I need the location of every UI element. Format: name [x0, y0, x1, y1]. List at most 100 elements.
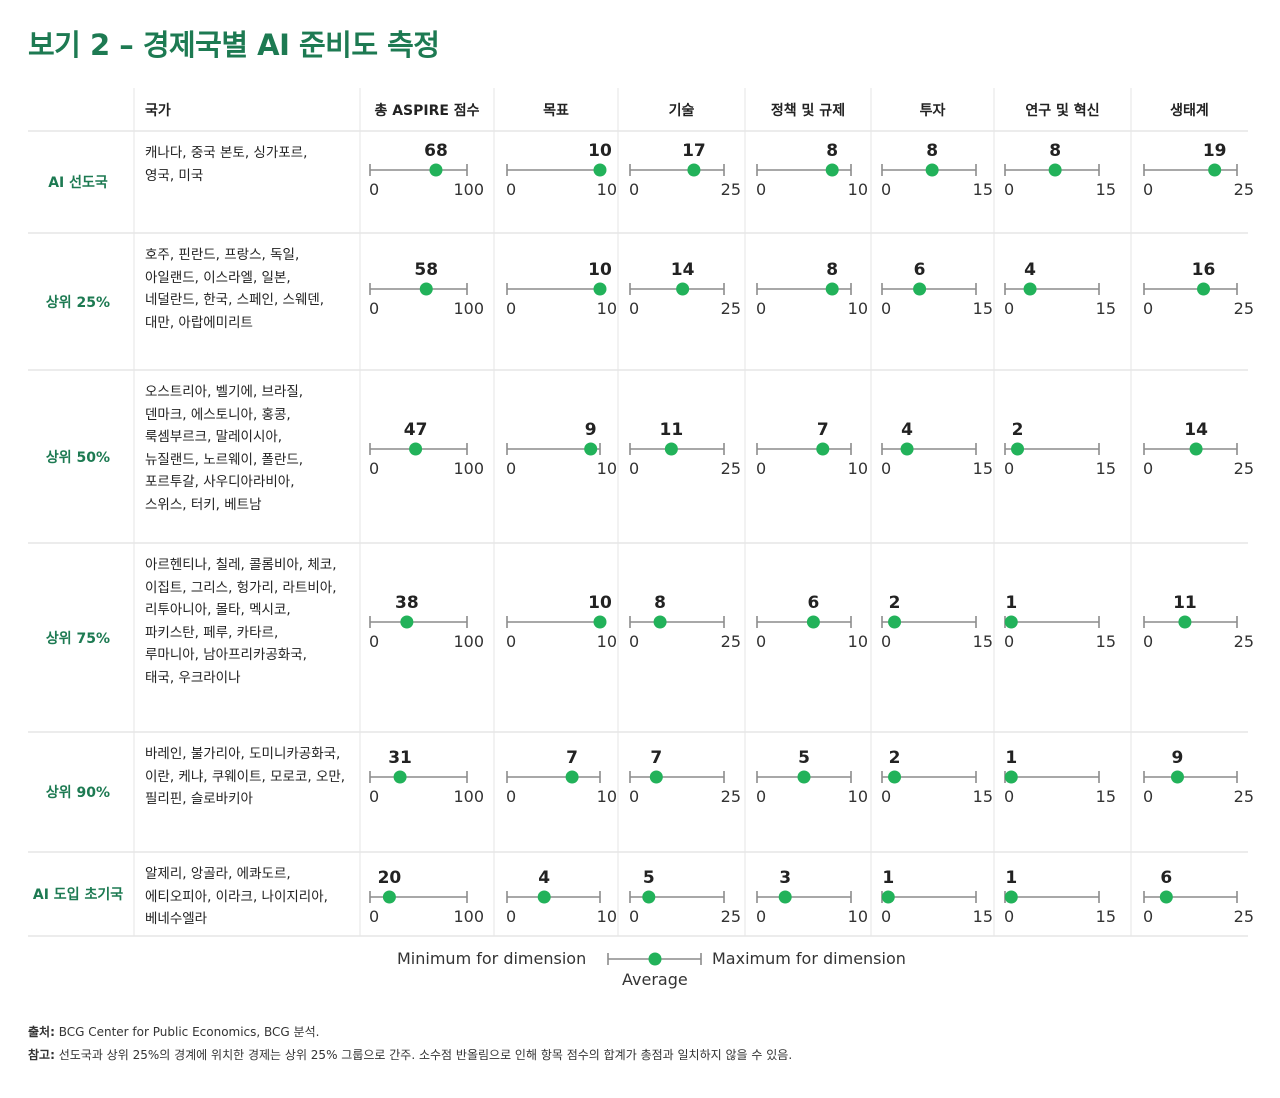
note-text: 선도국과 상위 25%의 경계에 위치한 경제는 상위 25% 그룹으로 간주.…	[54, 1048, 793, 1062]
average-dot	[1048, 163, 1062, 177]
range-min-label: 0	[1143, 907, 1153, 926]
average-dot	[1159, 890, 1173, 904]
value-label: 38	[395, 593, 419, 613]
country-line: 아르헨티나, 칠레, 콜롬비아, 체코,	[145, 557, 337, 573]
average-dot	[1189, 442, 1203, 456]
average-dot	[1004, 770, 1018, 784]
range-max-label: 10	[848, 180, 868, 199]
average-dot	[806, 615, 820, 629]
range-min-label: 0	[1004, 459, 1014, 478]
range-min-label: 0	[756, 299, 766, 318]
range-max-label: 15	[1096, 787, 1116, 806]
value-label: 47	[404, 420, 428, 440]
range-min-label: 0	[881, 632, 891, 651]
range-min-label: 0	[506, 299, 516, 318]
range-max-label: 100	[453, 787, 484, 806]
range-min-label: 0	[369, 632, 379, 651]
range-max-label: 10	[597, 907, 617, 926]
range-min-label: 0	[629, 299, 639, 318]
value-label: 2	[1012, 420, 1024, 440]
range-max-label: 10	[848, 632, 868, 651]
average-dot	[664, 442, 678, 456]
average-dot	[409, 442, 423, 456]
range-max-label: 15	[973, 632, 993, 651]
range-min-label: 0	[881, 459, 891, 478]
country-line: 이집트, 그리스, 헝가리, 라트비아,	[145, 579, 337, 596]
range-max-label: 25	[1234, 787, 1254, 806]
range-max-label: 100	[453, 632, 484, 651]
country-list: 호주, 핀란드, 프랑스, 독일, 아일랜드, 이스라엘, 일본, 네덜란드, 한국…	[145, 244, 360, 334]
range-max-label: 10	[597, 459, 617, 478]
value-label: 7	[817, 420, 829, 440]
source-note: 출처: BCG Center for Public Economics, BCG…	[28, 1023, 319, 1040]
value-label: 7	[566, 748, 578, 768]
average-dot	[1178, 615, 1192, 629]
value-label: 5	[798, 748, 810, 768]
average-dot	[687, 163, 701, 177]
range-max-label: 10	[848, 787, 868, 806]
header-dimension: 정책 및 규제	[770, 103, 846, 119]
country-line: 네덜란드, 한국, 스페인, 스웨덴,	[145, 292, 325, 308]
range-min-label: 0	[1004, 299, 1014, 318]
country-line: 루마니아, 남아프리카공화국,	[145, 647, 307, 663]
value-label: 6	[914, 260, 926, 280]
average-dot	[537, 890, 551, 904]
range-max-label: 100	[453, 907, 484, 926]
value-label: 8	[926, 141, 938, 161]
range-min-label: 0	[1004, 787, 1014, 806]
range-max-label: 10	[848, 299, 868, 318]
value-label: 11	[1173, 593, 1197, 613]
country-line: 호주, 핀란드, 프랑스, 독일,	[145, 247, 300, 263]
average-dot	[816, 442, 830, 456]
value-label: 8	[654, 593, 666, 613]
range-min-label: 0	[629, 907, 639, 926]
average-dot	[825, 282, 839, 296]
range-max-label: 25	[721, 459, 741, 478]
range-max-label: 25	[721, 180, 741, 199]
group-label: 상위 90%	[45, 785, 111, 801]
group-label: 상위 50%	[45, 449, 111, 466]
range-max-label: 25	[1234, 907, 1254, 926]
header-dimension: 연구 및 혁신	[1025, 103, 1100, 119]
range-max-label: 10	[597, 787, 617, 806]
source-label: 출처:	[28, 1025, 55, 1039]
header-dimension: 기술	[668, 103, 695, 119]
reference-note: 참고: 선도국과 상위 25%의 경계에 위치한 경제는 상위 25% 그룹으로…	[28, 1046, 792, 1063]
country-line: 캐나다, 중국 본토, 싱가포르,	[145, 145, 308, 161]
range-max-label: 25	[1234, 632, 1254, 651]
average-dot	[1023, 282, 1037, 296]
range-min-label: 0	[756, 459, 766, 478]
value-label: 4	[901, 420, 913, 440]
range-max-label: 10	[597, 632, 617, 651]
average-dot	[419, 282, 433, 296]
average-dot	[429, 163, 443, 177]
value-label: 6	[1160, 868, 1172, 888]
country-line: 아일랜드, 이스라엘, 일본,	[145, 269, 291, 286]
range-min-label: 0	[756, 907, 766, 926]
average-dot	[593, 615, 607, 629]
average-dot	[797, 770, 811, 784]
range-max-label: 15	[1096, 299, 1116, 318]
value-label: 9	[1172, 748, 1184, 768]
range-max-label: 15	[973, 787, 993, 806]
range-min-label: 0	[629, 459, 639, 478]
range-min-label: 0	[369, 787, 379, 806]
country-line: 태국, 우크라이나	[145, 669, 241, 686]
average-dot	[888, 770, 902, 784]
header-countries: 국가	[145, 103, 171, 119]
range-max-label: 25	[721, 787, 741, 806]
average-dot	[642, 890, 656, 904]
country-line: 스위스, 터키, 베트남	[145, 496, 262, 513]
range-min-label: 0	[506, 632, 516, 651]
legend-dot	[648, 952, 662, 966]
range-max-label: 10	[848, 907, 868, 926]
value-label: 4	[1024, 260, 1036, 280]
value-label: 11	[660, 420, 684, 440]
range-min-label: 0	[369, 180, 379, 199]
value-label: 16	[1192, 260, 1216, 280]
range-min-label: 0	[629, 787, 639, 806]
range-max-label: 25	[721, 299, 741, 318]
header-dimension: 생태계	[1170, 103, 1209, 119]
range-max-label: 10	[597, 180, 617, 199]
value-label: 10	[588, 141, 612, 161]
